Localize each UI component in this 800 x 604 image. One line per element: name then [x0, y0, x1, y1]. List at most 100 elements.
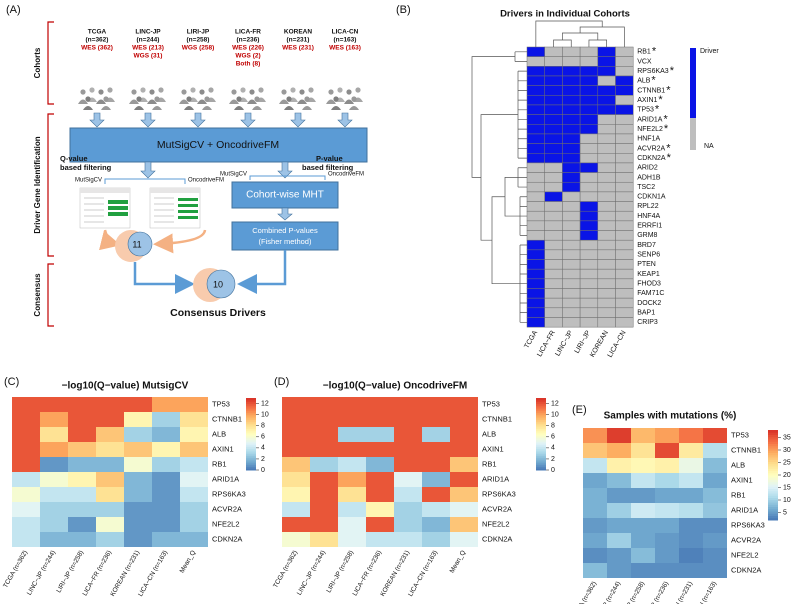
- heatmap-cell: [597, 259, 616, 270]
- heatmap-cell: [40, 487, 68, 502]
- arrow: [133, 262, 195, 294]
- row-mark: *: [670, 65, 675, 77]
- colorbar-step: [536, 423, 546, 426]
- heatmap-cell: [597, 220, 616, 231]
- heatmap-cell: [615, 46, 634, 57]
- heatmap-cell: [607, 458, 631, 473]
- heatmap-cell: [615, 181, 634, 193]
- heatmap-cell: [68, 412, 96, 427]
- heatmap-cell: [96, 517, 124, 532]
- heatmap-cell: [526, 317, 545, 328]
- colorbar-step: [536, 421, 546, 424]
- heatmap-cell: [394, 517, 422, 532]
- heatmap-cell: [68, 457, 96, 472]
- colorbar-step: [246, 466, 256, 469]
- cohort-sequencing: WES (231): [282, 45, 314, 52]
- colorbar-tick-label: 10: [783, 497, 791, 504]
- heatmap-cell: [703, 443, 727, 458]
- row-label: RPS6KA3: [731, 520, 765, 529]
- cohort-size: (n=163): [334, 37, 357, 44]
- colorbar-step: [768, 513, 778, 516]
- row-label: NFE2L2: [482, 519, 510, 528]
- heatmap-cell: [180, 517, 208, 532]
- row-label: TP53: [482, 399, 500, 408]
- colorbar-step: [536, 417, 546, 421]
- colorbar-step: [768, 511, 778, 514]
- heatmap-cell: [562, 230, 581, 241]
- heatmap-cell: [96, 502, 124, 517]
- heatmap-cell: [124, 457, 152, 472]
- row-label: RB1: [482, 459, 497, 468]
- heatmap-cell: [526, 230, 545, 241]
- row-label: SENP6: [637, 252, 660, 259]
- heatmap-cell: [597, 201, 616, 212]
- colorbar-step: [246, 405, 256, 408]
- colorbar-tick-label: 8: [551, 423, 555, 430]
- heatmap-cell: [526, 288, 545, 299]
- heatmap-cell: [583, 443, 607, 458]
- colorbar-step: [246, 426, 256, 430]
- heatmap-cell: [310, 412, 338, 427]
- heatmap-cell: [450, 532, 478, 547]
- heatmap-cell: [631, 548, 655, 563]
- row-label: ARID1A: [637, 116, 663, 123]
- heatmap-cell: [607, 533, 631, 548]
- heatmap-cell: [562, 143, 581, 154]
- heatmap-cell: [394, 502, 422, 517]
- heatmap-cell: [124, 412, 152, 427]
- heatmap-cell: [338, 517, 366, 532]
- row-label: ARID1A: [482, 474, 509, 483]
- row-label: RPS6KA3: [482, 489, 516, 498]
- heatmap-cell: [422, 427, 450, 442]
- arrow: [153, 229, 207, 254]
- colorbar-step: [768, 495, 778, 498]
- heatmap-cell: [124, 442, 152, 457]
- heatmap-cell: [180, 457, 208, 472]
- heatmap-cell: [615, 220, 634, 231]
- colorbar-step: [768, 497, 778, 501]
- row-label: CDKN2A: [482, 534, 512, 543]
- colorbar-tick-label: 0: [261, 467, 265, 474]
- colorbar-step: [246, 419, 256, 422]
- cohort-size: (n=362): [86, 37, 109, 44]
- row-label: CRIP3: [637, 319, 658, 326]
- heatmap-cell: [615, 95, 634, 106]
- heatmap-cell: [282, 412, 310, 427]
- column-label: TCGA (n=362): [272, 549, 299, 589]
- heatmap-cell: [655, 443, 679, 458]
- result-label: Consensus Drivers: [170, 307, 266, 319]
- column-label: LIRI−JP: [574, 329, 593, 355]
- row-label: ACVR2A: [212, 504, 242, 513]
- colorbar-step: [768, 452, 778, 456]
- heatmap-cell: [180, 472, 208, 487]
- heatmap-cell: [282, 517, 310, 532]
- heatmap-cell: [526, 210, 545, 222]
- chart-title: Samples with mutations (%): [604, 411, 737, 422]
- heatmap-cell: [96, 397, 124, 412]
- heatmap-cell: [544, 259, 563, 270]
- row-mark: *: [666, 84, 671, 96]
- heatmap-cell: [597, 191, 616, 202]
- cohort-sequencing: WES (163): [329, 45, 361, 52]
- heatmap-cell: [679, 533, 703, 548]
- row-label: CDKN2A: [212, 534, 242, 543]
- heatmap-cell: [152, 427, 180, 442]
- heatmap-cell: [68, 442, 96, 457]
- heatmap-cell: [544, 46, 563, 57]
- colorbar-step: [768, 430, 778, 433]
- heatmap-cell: [12, 487, 40, 502]
- heatmap-cell: [422, 502, 450, 517]
- heatmap-cell: [579, 104, 599, 115]
- colorbar-step: [536, 412, 546, 415]
- colorbar-step: [536, 434, 546, 437]
- colorbar-step: [246, 444, 256, 448]
- heatmap-cell: [366, 442, 394, 457]
- heatmap-cell: [579, 230, 599, 241]
- heatmap-panel: (E) Samples with mutations (%) TP53 CTNNB1 A…: [571, 404, 791, 604]
- heatmap-cell: [366, 427, 394, 442]
- heatmap-cell: [544, 201, 563, 212]
- heatmap-cell: [615, 133, 634, 144]
- heatmap-cell: [12, 532, 40, 547]
- heatmap-cell: [152, 412, 180, 427]
- heatmap-cell: [338, 442, 366, 457]
